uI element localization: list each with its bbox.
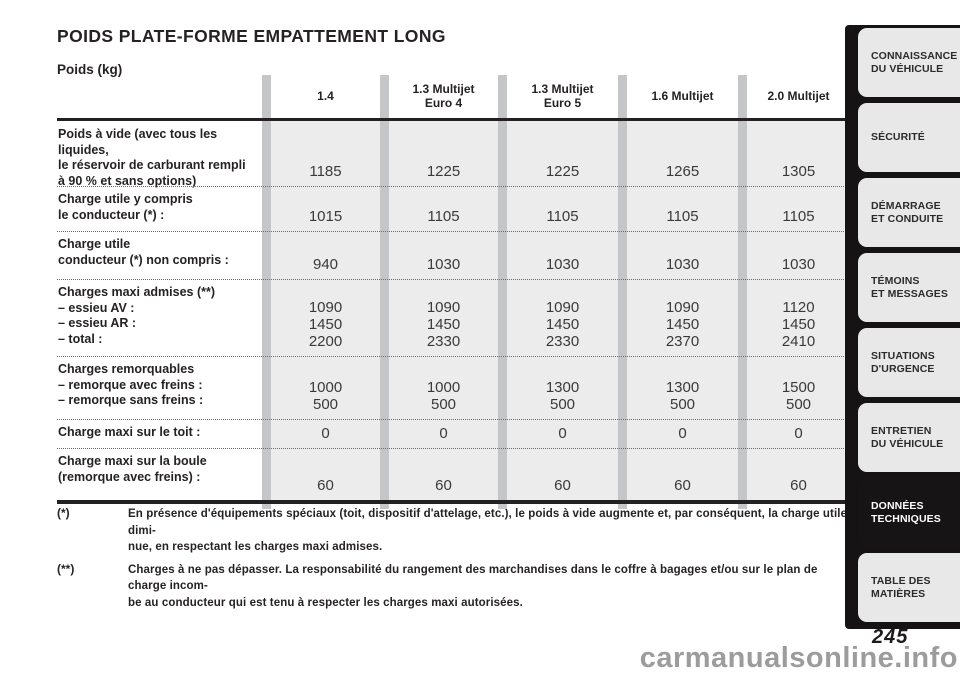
column-header-1-4: 1.4 xyxy=(317,88,334,103)
column-header-1-3-multijet-euro-5: 1.3 Multijet Euro 5 xyxy=(531,82,594,110)
value-cell: 1300 500 xyxy=(507,356,618,419)
footnote-marker: (**) xyxy=(57,561,75,576)
sidebar-tabs: CONNAISSANCE DU VÉHICULE SÉCURITÉ DÉMARRAG… xyxy=(858,28,960,622)
footnote: (*) En présence d'équipements spéciaux (t… xyxy=(57,506,857,556)
table-row: Charge utile conducteur (*) non compris … xyxy=(57,231,850,279)
sidebar-tab-donnees-techniques[interactable]: DONNÉES TECHNIQUES xyxy=(858,478,960,547)
value-cell: 1030 xyxy=(507,231,618,279)
value-cell: 1105 xyxy=(507,186,618,231)
table-row: Charge maxi sur la boule (remorque avec … xyxy=(57,448,850,500)
sidebar-tab-table-des-matieres[interactable]: TABLE DES MATIÈRES xyxy=(858,553,960,622)
value-cell: 1030 xyxy=(747,231,850,279)
weights-table: 1.4 1.3 Multijet Euro 4 1.3 Multijet Euro … xyxy=(57,75,850,511)
column-divider-bar xyxy=(262,75,271,509)
value-cell: 60 xyxy=(389,448,498,500)
column-header-1-3-multijet-euro-4: 1.3 Multijet Euro 4 xyxy=(412,82,475,110)
row-divider-line xyxy=(57,279,850,280)
value-cell: 60 xyxy=(271,448,380,500)
value-cell: 0 xyxy=(747,419,850,448)
footnote: (**) Charges à ne pas dépasser. La respon… xyxy=(57,562,857,612)
value-cell: 1015 xyxy=(271,186,380,231)
value-cell: 1090 1450 2330 xyxy=(507,279,618,356)
row-label: Charges maxi admises (**) – essieu AV : … xyxy=(58,285,216,346)
value-cell: 1105 xyxy=(627,186,738,231)
value-cell: 1305 xyxy=(747,121,850,186)
value-cell: 1000 500 xyxy=(389,356,498,419)
bottom-rule xyxy=(57,500,850,504)
value-cell: 940 xyxy=(271,231,380,279)
footnote-text: Charges à ne pas dépasser. La responsabi… xyxy=(128,563,818,609)
value-cell: 0 xyxy=(627,419,738,448)
footnote-marker: (*) xyxy=(57,506,70,520)
table-body: Poids à vide (avec tous les liquides, le… xyxy=(57,121,850,500)
sidebar-tab-securite[interactable]: SÉCURITÉ xyxy=(858,103,960,172)
value-cell: 1225 xyxy=(507,121,618,186)
row-divider-line xyxy=(57,231,850,232)
footnotes: (*) En présence d'équipements spéciaux (t… xyxy=(57,506,857,617)
value-cell: 60 xyxy=(627,448,738,500)
row-divider-line xyxy=(57,356,850,357)
row-divider-line xyxy=(57,419,850,420)
value-cell: 0 xyxy=(389,419,498,448)
value-cell: 1105 xyxy=(747,186,850,231)
value-cell: 1120 1450 2410 xyxy=(747,279,850,356)
value-cell: 1090 1450 2370 xyxy=(627,279,738,356)
value-cell: 0 xyxy=(271,419,380,448)
row-label: Charge utile conducteur (*) non compris … xyxy=(58,237,229,267)
value-cell: 1090 1450 2200 xyxy=(271,279,380,356)
value-cell: 1185 xyxy=(271,121,380,186)
chapter-sidebar: CONNAISSANCE DU VÉHICULE SÉCURITÉ DÉMARRAG… xyxy=(845,25,960,629)
row-label: Charges remorquables – remorque avec fre… xyxy=(58,362,204,407)
footnote-text: En présence d'équipements spéciaux (toit… xyxy=(128,508,848,553)
value-cell: 1105 xyxy=(389,186,498,231)
value-cell: 1000 500 xyxy=(271,356,380,419)
value-cell: 1265 xyxy=(627,121,738,186)
sidebar-tab-connaissance-du-vehicule[interactable]: CONNAISSANCE DU VÉHICULE xyxy=(858,28,960,97)
value-cell: 1030 xyxy=(389,231,498,279)
column-divider-bar xyxy=(380,75,389,509)
table-row: Poids à vide (avec tous les liquides, le… xyxy=(57,121,850,188)
value-cell: 1225 xyxy=(389,121,498,186)
value-cell: 60 xyxy=(747,448,850,500)
watermark-link[interactable]: carmanualsonline.info xyxy=(639,642,958,674)
column-divider-bar xyxy=(618,75,627,509)
header-rule xyxy=(57,118,850,121)
column-divider-bar xyxy=(738,75,747,509)
value-cell: 1500 500 xyxy=(747,356,850,419)
value-cell: 1030 xyxy=(627,231,738,279)
column-header-2-0-multijet: 2.0 Multijet xyxy=(767,88,830,103)
table-row: Charges remorquables – remorque avec fre… xyxy=(57,356,850,419)
column-header-1-6-multijet: 1.6 Multijet xyxy=(651,88,714,103)
row-label: Charge maxi sur le toit : xyxy=(58,425,201,439)
sidebar-tab-demarrage-et-conduite[interactable]: DÉMARRAGE ET CONDUITE xyxy=(858,178,960,247)
page-number: 245 xyxy=(872,626,909,648)
value-cell: 1090 1450 2330 xyxy=(389,279,498,356)
value-cell: 0 xyxy=(507,419,618,448)
table-header-row: 1.4 1.3 Multijet Euro 4 1.3 Multijet Euro … xyxy=(57,75,850,118)
row-divider-line xyxy=(57,186,850,187)
page-title: POIDS PLATE-FORME EMPATTEMENT LONG xyxy=(57,26,446,46)
table-row: Charges maxi admises (**) – essieu AV : … xyxy=(57,279,850,356)
row-label: Charge maxi sur la boule (remorque avec … xyxy=(58,454,207,484)
sidebar-tab-entretien-du-vehicule[interactable]: ENTRETIEN DU VÉHICULE xyxy=(858,403,960,472)
sidebar-tab-situations-d-urgence[interactable]: SITUATIONS D'URGENCE xyxy=(858,328,960,397)
sidebar-tab-temoins-et-messages[interactable]: TÉMOINS ET MESSAGES xyxy=(858,253,960,322)
table-row: Charge utile y compris le conducteur (*)… xyxy=(57,186,850,231)
row-label: Charge utile y compris le conducteur (*)… xyxy=(58,192,193,222)
row-label: Poids à vide (avec tous les liquides, le… xyxy=(58,127,246,188)
row-divider-line xyxy=(57,448,850,449)
column-divider-bar xyxy=(498,75,507,509)
value-cell: 1300 500 xyxy=(627,356,738,419)
value-cell: 60 xyxy=(507,448,618,500)
weights-unit-label: Poids (kg) xyxy=(57,62,123,77)
